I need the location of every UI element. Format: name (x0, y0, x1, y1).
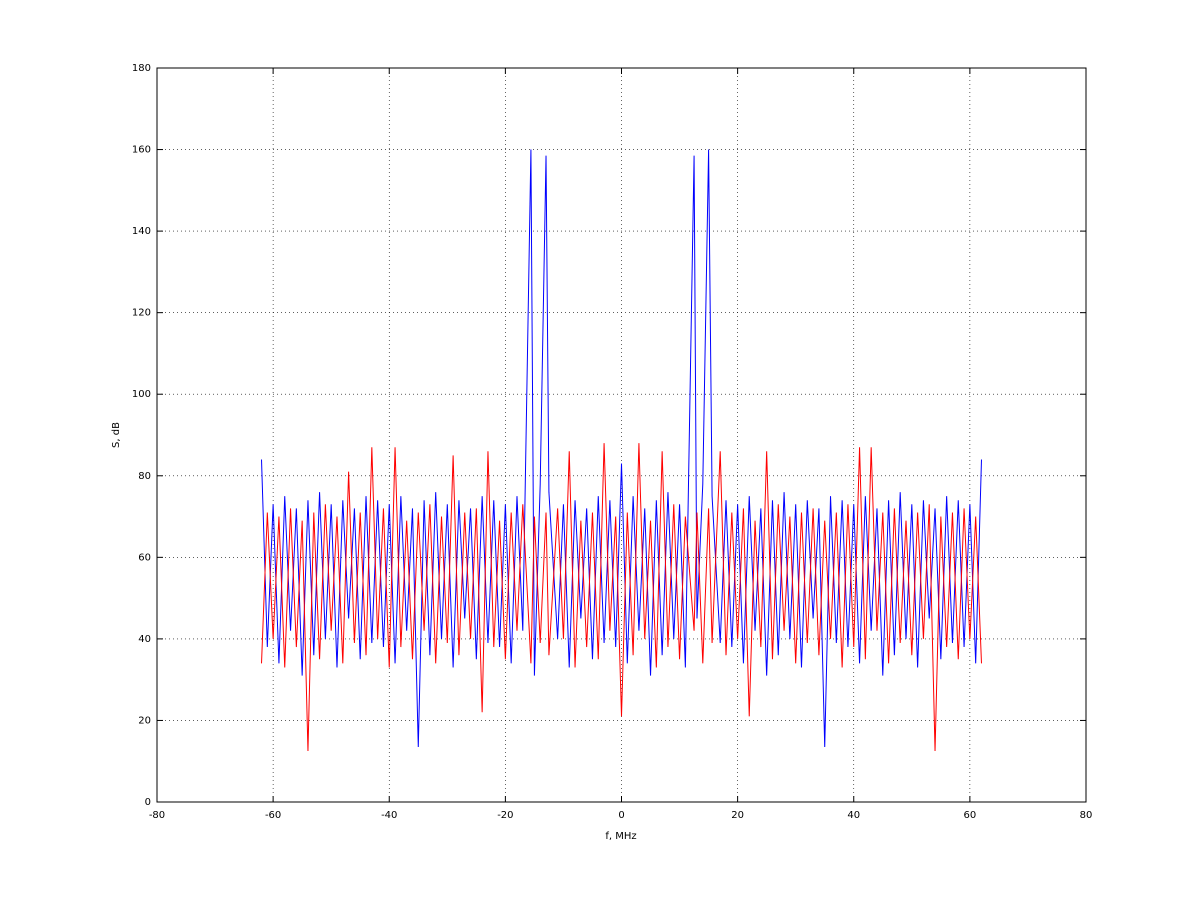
series-line (261, 443, 982, 752)
x-tick-label: -40 (381, 810, 397, 821)
y-axis-label: S, dB (111, 422, 122, 448)
x-tick-label: 40 (847, 810, 860, 821)
plot-frame (156, 67, 1087, 803)
y-tick-label: 40 (138, 634, 151, 645)
x-tick-label: -20 (497, 810, 513, 821)
x-tick-label: 80 (1080, 810, 1093, 821)
x-axis-label: f, MHz (605, 831, 636, 842)
y-tick-label: 0 (145, 797, 151, 808)
x-tick-label: -80 (149, 810, 165, 821)
y-tick-label: 120 (132, 308, 151, 319)
x-tick-label: 60 (964, 810, 977, 821)
y-tick-label: 20 (138, 715, 151, 726)
y-tick-label: 160 (132, 145, 151, 156)
y-tick-label: 140 (132, 226, 151, 237)
x-tick-label: 20 (731, 810, 744, 821)
series-line (261, 149, 982, 747)
y-tick-label: 100 (132, 389, 151, 400)
x-tick-label: 0 (618, 810, 624, 821)
y-tick-label: 60 (138, 552, 151, 563)
y-tick-label: 80 (138, 471, 151, 482)
x-tick-label: -60 (265, 810, 281, 821)
y-tick-label: 180 (132, 63, 151, 74)
